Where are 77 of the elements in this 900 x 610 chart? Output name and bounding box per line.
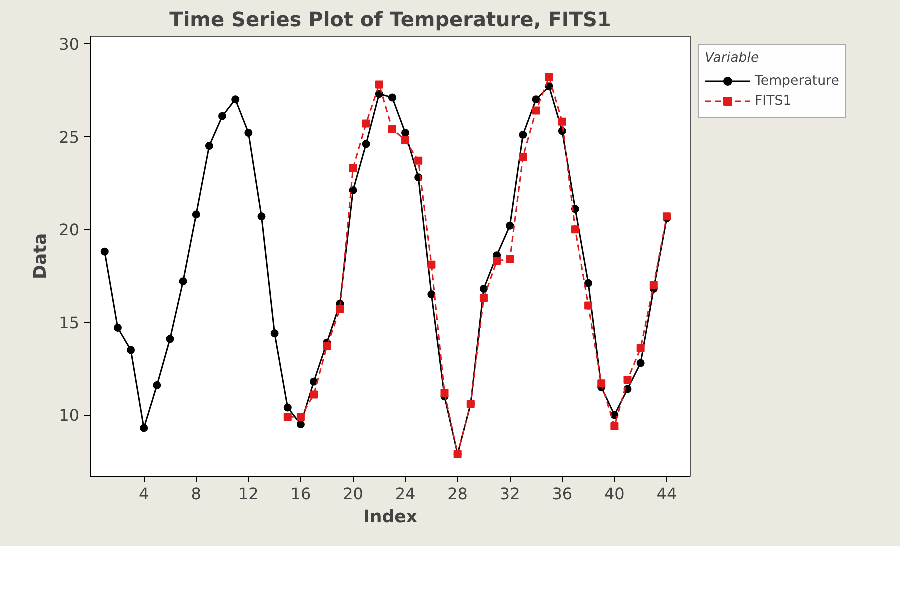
point [310,390,318,399]
point [179,278,188,286]
legend-title: Variable [705,51,760,66]
point [296,420,305,429]
y-tick-label: 20 [59,220,80,240]
point [192,210,200,219]
x-tick-label: 44 [656,484,678,504]
point [323,342,332,351]
x-tick-label: 40 [604,484,625,504]
point [650,281,658,290]
y-axis-title: Data [31,233,52,280]
x-tick-label: 28 [448,484,468,504]
point [153,382,162,390]
point [480,284,488,293]
point [205,142,214,150]
point [558,118,566,126]
point [532,106,540,115]
y-tick-label: 25 [59,128,80,147]
point [388,94,396,102]
point [218,112,227,120]
point [232,96,240,104]
point [414,156,423,165]
point [258,212,266,221]
y-tick-label: 10 [59,406,80,426]
point [127,346,136,354]
legend-label: Temperature [755,74,840,88]
point [100,248,109,256]
legend-label: FITS1 [755,94,792,108]
x-axis-title: Index [363,508,418,528]
point [519,130,528,139]
point [296,413,305,422]
point [114,324,122,332]
point [584,302,593,310]
point [480,294,488,302]
point [388,125,396,134]
point [636,359,645,368]
point [584,279,593,288]
point [284,404,292,412]
y-tick-label: 30 [59,34,80,54]
x-tick-label: 24 [395,484,416,504]
point [349,186,358,195]
point [428,290,436,299]
x-tick-label: 20 [343,484,364,504]
point [310,378,318,386]
point [493,257,502,266]
point [624,376,632,384]
point [519,153,528,162]
point [598,380,606,388]
point [362,140,370,148]
x-tick-label: 16 [290,484,312,504]
point [545,73,554,82]
point [428,260,436,269]
point [362,120,370,128]
point [166,335,174,344]
x-tick-label: 12 [238,484,259,504]
point [284,413,292,422]
point [532,96,540,104]
x-tick-label: 32 [500,484,520,504]
point [506,255,514,264]
point [571,226,580,234]
point [402,129,410,138]
point [270,330,279,338]
point [375,80,384,89]
point [349,164,358,172]
point [140,424,148,432]
point [506,222,514,230]
y-tick-label: 15 [59,313,80,332]
point [336,305,344,314]
x-tick-label: 8 [191,484,202,504]
point [244,129,253,138]
point [402,136,410,144]
x-tick-label: 4 [139,484,150,504]
chart-title: Time Series Plot of Temperature, FITS1 [170,8,612,32]
x-tick-label: 36 [552,484,573,504]
point [440,388,449,397]
point [636,344,645,352]
point [610,422,619,430]
